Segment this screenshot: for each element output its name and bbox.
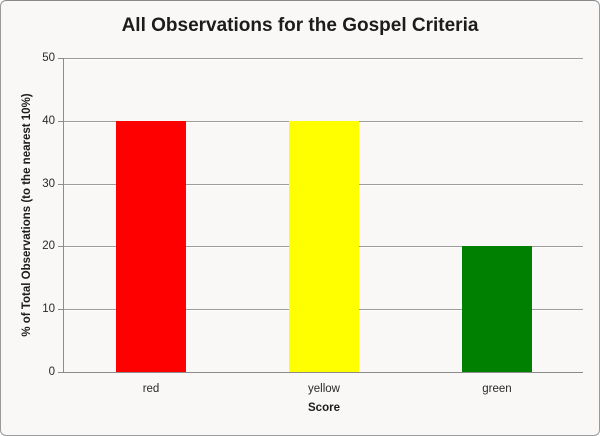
- plot-area: 0 10 20 30 40 50 red yellow green Score: [42, 52, 583, 414]
- y-tick-40: [58, 121, 63, 122]
- y-tick-10: [58, 309, 63, 310]
- chart-title: All Observations for the Gospel Criteria: [121, 15, 479, 36]
- x-tick-label-green: green: [482, 383, 512, 395]
- y-tick-20: [58, 246, 63, 247]
- x-axis-title: Score: [308, 402, 340, 414]
- gridline-50: [64, 58, 583, 59]
- y-tick-label-0: 0: [48, 366, 55, 378]
- bar-yellow: [289, 121, 359, 372]
- y-tick-50: [58, 58, 63, 59]
- x-tick-label-red: red: [142, 383, 160, 395]
- y-tick-label-40: 40: [42, 115, 55, 127]
- y-tick-label-50: 50: [42, 52, 55, 64]
- y-tick-label-20: 20: [42, 240, 55, 252]
- y-tick-label-10: 10: [42, 303, 55, 315]
- y-tick-label-30: 30: [42, 178, 55, 190]
- bar-red: [116, 121, 186, 372]
- y-tick-30: [58, 184, 63, 185]
- bar-green: [462, 246, 532, 372]
- y-tick-0: [58, 372, 63, 373]
- x-tick-label-yellow: yellow: [308, 383, 340, 395]
- y-axis-title: % of Total Observations (to the nearest …: [21, 93, 33, 337]
